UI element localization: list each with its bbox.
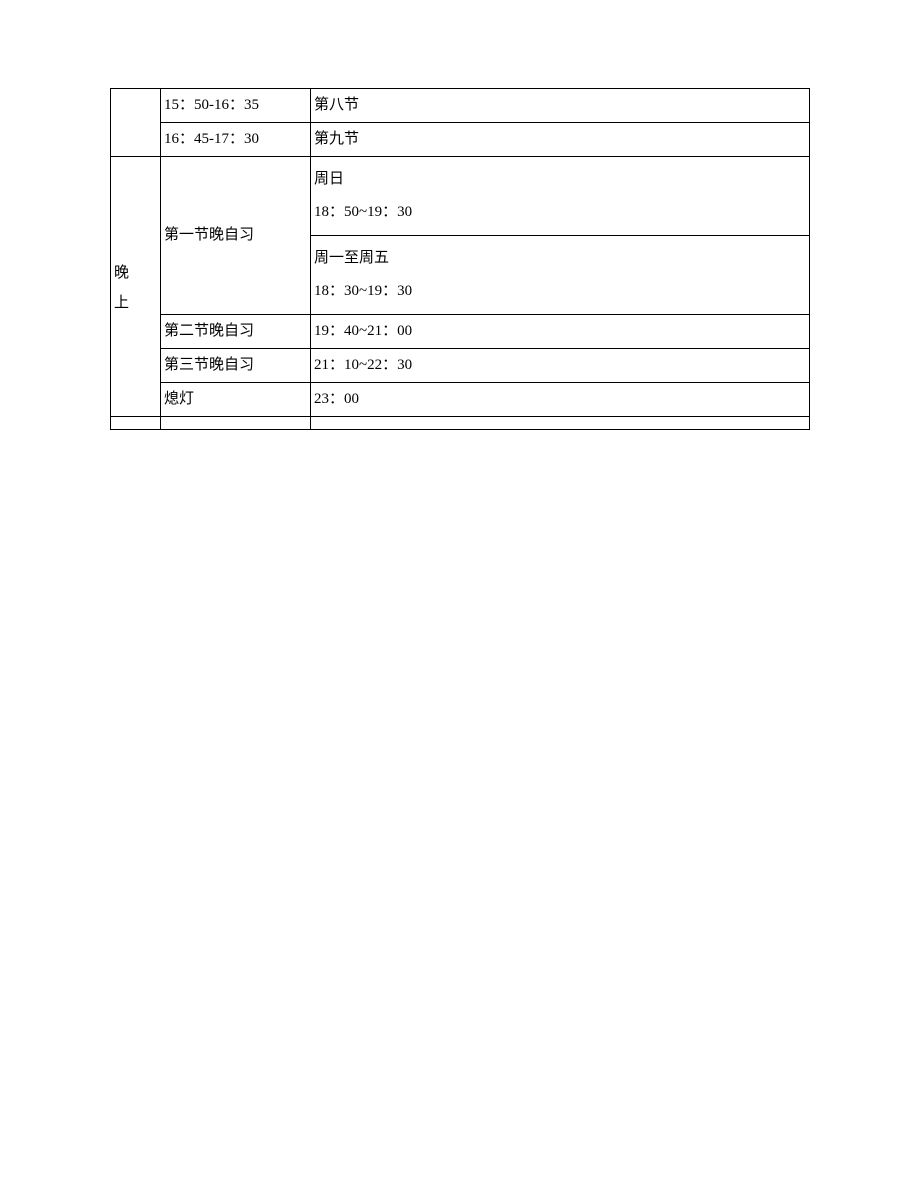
time-cell: 19：40~21：00 — [311, 315, 810, 349]
table-row: 15：50-16：35 第八节 — [111, 89, 810, 123]
weekday-time: 18：30~19：30 — [314, 283, 412, 299]
study-label-cell: 第三节晚自习 — [161, 349, 311, 383]
table-row: 熄灯 23：00 — [111, 383, 810, 417]
evening-label-cell: 晚 上 — [111, 157, 161, 417]
table-row: 16：45-17：30 第九节 — [111, 123, 810, 157]
lights-out-cell: 熄灯 — [161, 383, 311, 417]
empty-cell — [161, 417, 311, 430]
afternoon-cell — [111, 89, 161, 157]
study-label-cell: 第二节晚自习 — [161, 315, 311, 349]
sunday-time-cell: 周日 18：50~19：30 — [311, 157, 810, 236]
schedule-table: 15：50-16：35 第八节 16：45-17：30 第九节 晚 上 第一节晚… — [110, 88, 810, 430]
study-label-cell: 第一节晚自习 — [161, 157, 311, 315]
sunday-label: 周日 — [314, 171, 344, 187]
table-row: 晚 上 第一节晚自习 周日 18：50~19：30 — [111, 157, 810, 236]
empty-cell — [111, 417, 161, 430]
weekday-label: 周一至周五 — [314, 250, 389, 266]
period-cell: 第九节 — [311, 123, 810, 157]
table-row: 第三节晚自习 21：10~22：30 — [111, 349, 810, 383]
weekday-time-cell: 周一至周五 18：30~19：30 — [311, 236, 810, 315]
empty-cell — [311, 417, 810, 430]
period-cell: 第八节 — [311, 89, 810, 123]
time-cell: 15：50-16：35 — [161, 89, 311, 123]
evening-char2: 上 — [114, 295, 129, 311]
time-cell: 21：10~22：30 — [311, 349, 810, 383]
table-row — [111, 417, 810, 430]
evening-char1: 晚 — [114, 265, 129, 281]
table-row: 第二节晚自习 19：40~21：00 — [111, 315, 810, 349]
sunday-time: 18：50~19：30 — [314, 204, 412, 220]
time-cell: 23：00 — [311, 383, 810, 417]
time-cell: 16：45-17：30 — [161, 123, 311, 157]
